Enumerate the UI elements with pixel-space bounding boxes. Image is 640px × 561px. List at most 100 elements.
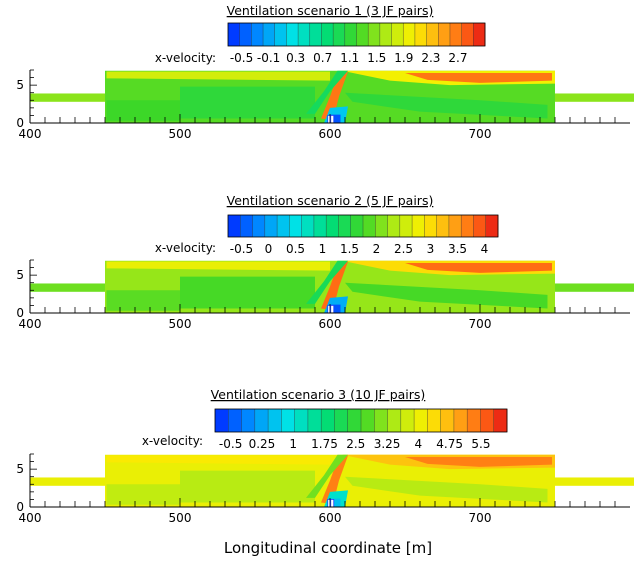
- colorbar-segment: [286, 23, 299, 46]
- colorbar-segment: [228, 215, 241, 237]
- colorbar-segment: [263, 23, 276, 46]
- panel-3-colorbar: [214, 408, 508, 433]
- upper-layer-left: [106, 261, 330, 271]
- panel-1-colorbar-ticks: -0.5 -0.1 0.3 0.7 1.1 1.5 1.9 2.3 2.7: [230, 51, 468, 65]
- jet-layer-core: [405, 73, 552, 83]
- colorbar-segment: [480, 409, 495, 432]
- colorbar-tick-label: 0.3: [286, 51, 305, 65]
- colorbar-tick-label: 3: [427, 242, 435, 256]
- colorbar-segment: [333, 23, 346, 46]
- x-tick-label: 700: [469, 317, 492, 331]
- colorbar-segment: [252, 215, 266, 237]
- y-tick-label: 5: [16, 462, 24, 476]
- colorbar-tick-label: -0.5: [230, 51, 253, 65]
- x-tick-label: 500: [169, 317, 192, 331]
- panel-2-colorbar-label: x-velocity:: [155, 241, 216, 255]
- colorbar-segment: [387, 409, 402, 432]
- colorbar-segment: [294, 409, 309, 432]
- colorbar-frame: [227, 214, 499, 238]
- lower-left-region: [106, 290, 180, 311]
- y-tick-label: 5: [16, 78, 24, 92]
- colorbar-segment: [254, 409, 269, 432]
- y-tick-label: 0: [16, 306, 24, 320]
- colorbar-segment: [239, 23, 252, 46]
- panel-1-colorbar-label: x-velocity:: [155, 51, 216, 65]
- central-wake-region: [180, 86, 315, 119]
- panel-2-colorbar-ticks: -0.5 0 0.5 1 1.5 2 2.5 3 3.5 4: [230, 242, 489, 256]
- colorbar-segment: [461, 23, 474, 46]
- colorbar-segment: [449, 23, 463, 46]
- colorbar-segment: [309, 23, 322, 46]
- upper-layer-left: [106, 71, 330, 81]
- colorbar-tick-label: 1.1: [340, 51, 359, 65]
- panel-2: Ventilation scenario 2 (5 JF pairs) x-ve…: [16, 193, 634, 331]
- x-tick-label: 600: [319, 127, 342, 141]
- colorbar-tick-label: 4: [415, 437, 423, 451]
- colorbar-segment: [387, 215, 401, 237]
- y-tick-label: 5: [16, 268, 24, 282]
- colorbar-segment: [440, 409, 455, 432]
- panel-1: Ventilation scenario 1 (3 JF pairs) x-ve…: [16, 3, 634, 141]
- inclined-jet: [321, 71, 348, 120]
- colorbar-segment: [277, 215, 290, 237]
- colorbar-tick-label: 2.3: [421, 51, 440, 65]
- colorbar-segment: [473, 23, 486, 46]
- colorbar-segment: [313, 215, 327, 237]
- colorbar-tick-label: 1.9: [394, 51, 413, 65]
- jet-edge-shear: [306, 454, 348, 498]
- outlet-duct: [555, 477, 634, 486]
- colorbar-tick-label: 2.5: [394, 242, 413, 256]
- colorbar-segment: [473, 215, 487, 237]
- colorbar-tick-label: 2.5: [346, 437, 365, 451]
- x-tick-label: 400: [19, 511, 42, 525]
- panel-2-colorbar: [227, 214, 499, 238]
- lower-left-region: [106, 484, 180, 505]
- colorbar-segment: [403, 23, 416, 46]
- colorbar-segment: [374, 409, 388, 432]
- colorbar-segment: [215, 409, 229, 432]
- inclined-jet: [321, 261, 348, 310]
- colorbar-tick-label: 0.5: [286, 242, 305, 256]
- colorbar-segment: [467, 409, 481, 432]
- x-tick-label: 700: [469, 511, 492, 525]
- colorbar-tick-label: 4: [481, 242, 489, 256]
- colorbar-tick-label: 2: [373, 242, 381, 256]
- colorbar-segment: [240, 215, 253, 237]
- downstream-wake: [345, 282, 548, 309]
- central-wake-region: [180, 276, 315, 309]
- y-tick-label: 0: [16, 500, 24, 514]
- colorbar-segment: [427, 409, 442, 432]
- colorbar-tick-label: 0.25: [249, 437, 276, 451]
- colorbar-segment: [228, 409, 242, 432]
- panel-3: Ventilation scenario 3 (10 JF pairs) x-v…: [16, 387, 634, 525]
- colorbar-segment: [453, 409, 468, 432]
- jet-edge-shear: [306, 260, 348, 304]
- colorbar-segment: [400, 409, 415, 432]
- panel-1-contour: [30, 70, 634, 124]
- colorbar-segment: [344, 23, 357, 46]
- colorbar-tick-label: -0.1: [257, 51, 280, 65]
- colorbar-segment: [426, 23, 439, 46]
- colorbar-tick-label: 0.7: [313, 51, 332, 65]
- x-axis-label: Longitudinal coordinate [m]: [224, 539, 432, 557]
- colorbar-segment: [289, 215, 303, 237]
- panel-2-axes: 400 500 600 700 0 5: [16, 259, 630, 331]
- colorbar-segment: [414, 23, 427, 46]
- jet-edge-shear: [306, 70, 348, 114]
- colorbar-segment: [379, 23, 392, 46]
- colorbar-tick-label: 1.5: [340, 242, 359, 256]
- colorbar-segment: [363, 215, 376, 237]
- central-wake-region: [180, 470, 315, 503]
- colorbar-tick-label: 1.75: [311, 437, 338, 451]
- colorbar-segment: [399, 215, 413, 237]
- colorbar-segment: [298, 23, 311, 46]
- panel-3-contour: [30, 454, 634, 508]
- colorbar-segment: [321, 409, 335, 432]
- upper-layer-left: [106, 455, 330, 465]
- colorbar-segment: [228, 23, 241, 46]
- panel-1-title: Ventilation scenario 1 (3 JF pairs): [227, 3, 434, 18]
- panel-2-title: Ventilation scenario 2 (5 JF pairs): [227, 193, 434, 208]
- colorbar-tick-label: 0: [265, 242, 273, 256]
- downstream-wake: [345, 476, 548, 503]
- colorbar-segment: [361, 409, 375, 432]
